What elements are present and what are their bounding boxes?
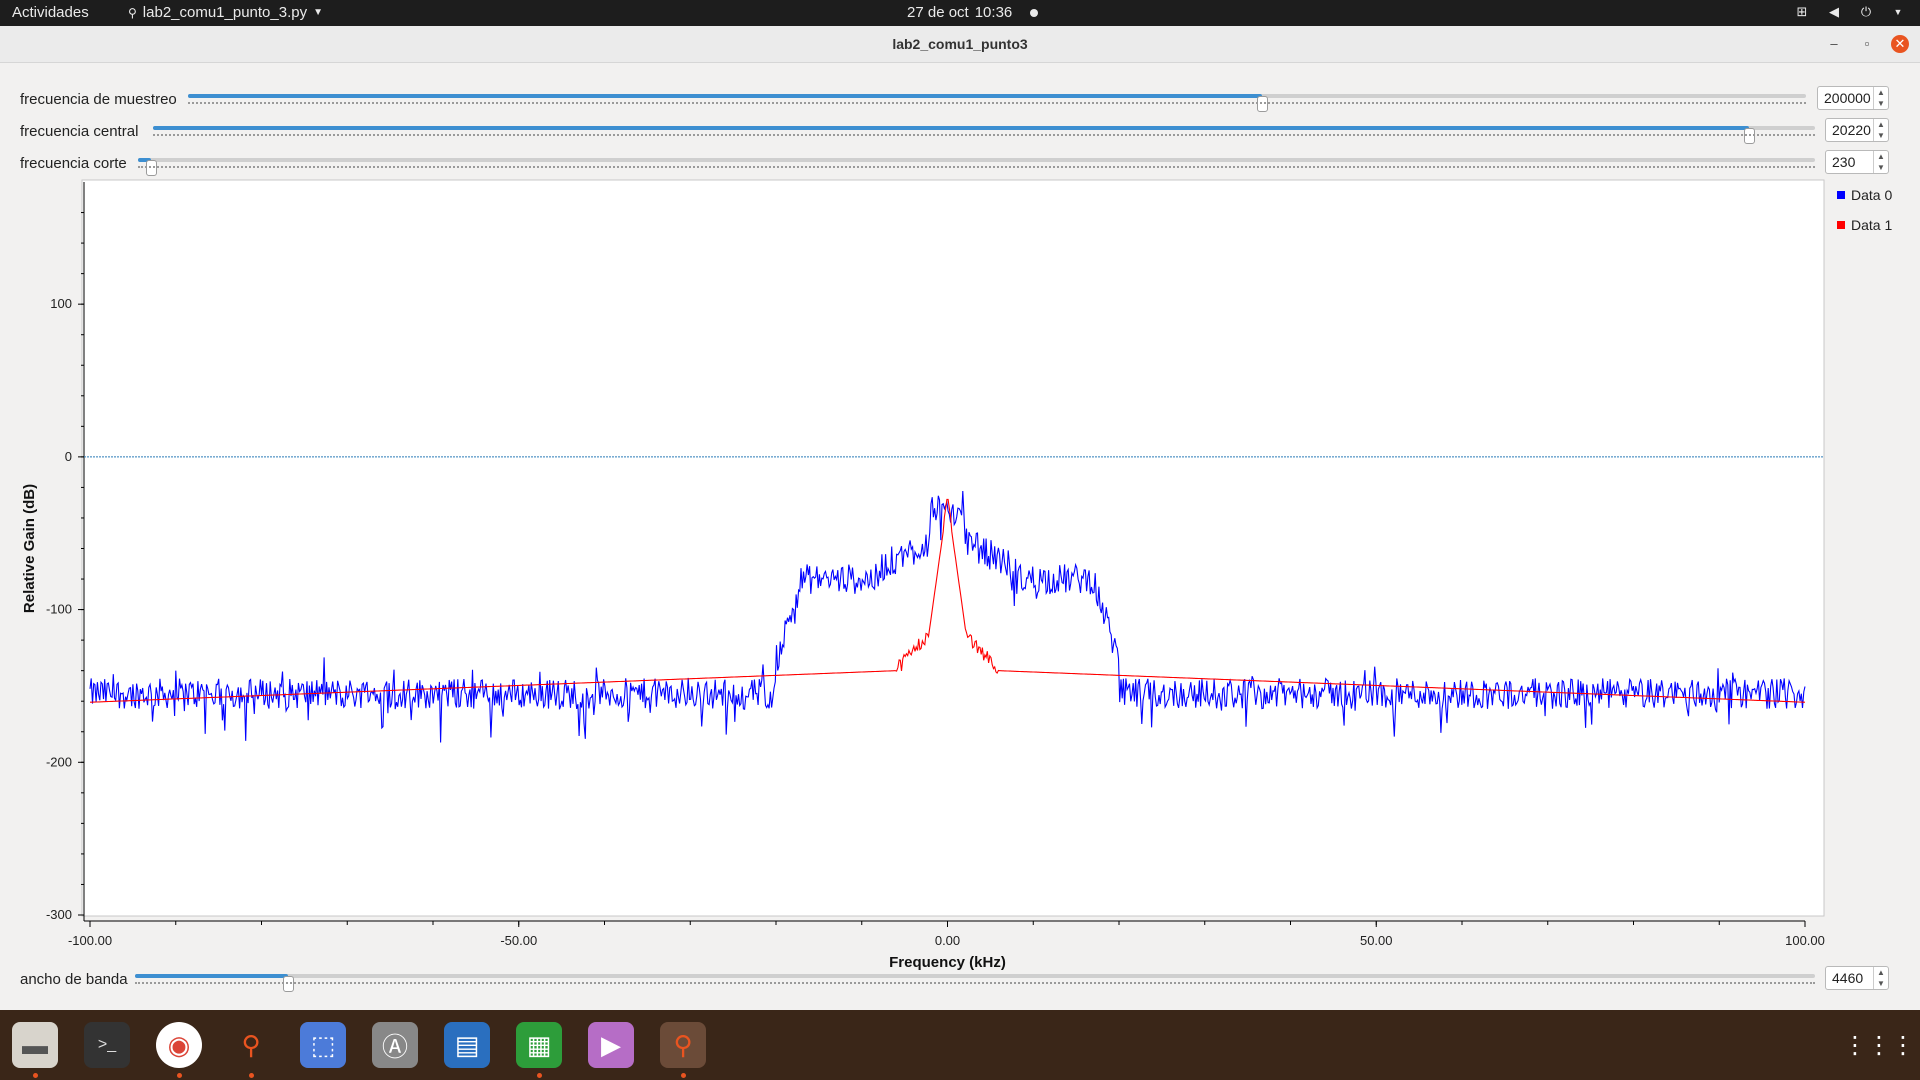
legend-item-0[interactable]: Data 0: [1833, 180, 1913, 210]
y-tick-label: 0: [65, 449, 72, 464]
running-indicator: [33, 1073, 38, 1078]
chevron-down-icon: ▼: [313, 7, 323, 18]
writer-icon[interactable]: ▤: [444, 1022, 490, 1068]
center-freq-label: frecuencia central: [20, 123, 139, 140]
spin-arrows-icon[interactable]: ▲ ▼: [1873, 87, 1888, 109]
center-freq-ticks: [153, 134, 1815, 138]
y-tick-label: -200: [46, 754, 72, 769]
cutoff-ticks: [138, 166, 1815, 170]
cutoff-slider-fill: [138, 158, 152, 162]
app-window: lab2_comu1_punto3 – ▫ ✕ frecuencia de mu…: [0, 26, 1920, 1010]
dock: ▬ >_ ◉ ⚲ ⬚ Ⓐ ▤ ▦ ▶ ⚲ ⋮⋮⋮: [0, 1010, 1920, 1080]
plot-background: [81, 179, 1825, 917]
video-icon[interactable]: ▶: [588, 1022, 634, 1068]
gnuradio-active-icon[interactable]: ⚲: [660, 1022, 706, 1068]
x-tick-label: -50.00: [500, 933, 537, 948]
clock[interactable]: 27 de oct 10:36: [907, 4, 1039, 21]
show-applications-icon[interactable]: ⋮⋮⋮: [1843, 1031, 1915, 1059]
center-freq-spinbox[interactable]: 20220 ▲ ▼: [1825, 118, 1889, 142]
system-tray[interactable]: ⊞ ◀ ⏻ ▼: [1794, 4, 1906, 20]
app-menu-label: lab2_comu1_punto_3.py: [142, 4, 308, 21]
activities-button[interactable]: Actividades: [12, 4, 89, 21]
sample-rate-value[interactable]: 200000: [1824, 90, 1871, 106]
x-tick-label: 100.00: [1785, 933, 1825, 948]
y-tick-label: -100: [46, 602, 72, 617]
running-indicator: [681, 1073, 686, 1078]
sample-rate-slider[interactable]: [188, 94, 1806, 112]
screenshot-icon[interactable]: ⬚: [300, 1022, 346, 1068]
spin-arrows-icon[interactable]: ▲ ▼: [1873, 119, 1888, 141]
running-indicator: [537, 1073, 542, 1078]
minimize-button[interactable]: –: [1830, 36, 1838, 51]
bandwidth-ticks: [135, 982, 1815, 986]
bandwidth-slider-handle[interactable]: [282, 976, 294, 992]
chrome-icon[interactable]: ◉: [156, 1022, 202, 1068]
y-axis-label: Relative Gain (dB): [21, 484, 38, 613]
time-text: 10:36: [974, 4, 1013, 21]
sample-rate-ticks: [188, 102, 1806, 106]
x-tick-label: 50.00: [1360, 933, 1393, 948]
cutoff-control: frecuencia corte 230 ▲ ▼: [0, 150, 1920, 176]
x-axis-label: Frequency (kHz): [889, 954, 1006, 971]
sample-rate-control: frecuencia de muestreo 200000 ▲ ▼: [0, 86, 1920, 112]
series-data-0-line: [89, 490, 1806, 743]
sample-rate-slider-fill: [188, 94, 1263, 98]
top-bar: Actividades ⚲ lab2_comu1_punto_3.py ▼ 27…: [0, 0, 1920, 26]
sample-rate-spinbox[interactable]: 200000 ▲ ▼: [1817, 86, 1889, 110]
center-freq-control: frecuencia central 20220 ▲ ▼: [0, 118, 1920, 144]
volume-icon: ◀: [1829, 4, 1839, 19]
sample-rate-label: frecuencia de muestreo: [20, 91, 177, 108]
title-bar: lab2_comu1_punto3 – ▫ ✕: [0, 26, 1920, 63]
legend-item-1[interactable]: Data 1: [1833, 210, 1913, 240]
cutoff-value[interactable]: 230: [1832, 154, 1856, 170]
running-indicator: [177, 1073, 182, 1078]
bandwidth-control: ancho de banda 4460 ▲ ▼: [0, 966, 1920, 992]
center-freq-value[interactable]: 20220: [1832, 122, 1871, 138]
center-freq-slider-handle[interactable]: [1743, 128, 1755, 144]
bandwidth-value[interactable]: 4460: [1832, 970, 1864, 986]
legend-label: Data 1: [1851, 217, 1893, 233]
app-menu[interactable]: ⚲ lab2_comu1_punto_3.py ▼: [128, 4, 323, 21]
spin-arrows-icon[interactable]: ▲ ▼: [1873, 967, 1888, 989]
software-center-icon[interactable]: Ⓐ: [372, 1022, 418, 1068]
center-freq-slider[interactable]: [153, 126, 1815, 144]
power-icon: ⏻: [1860, 4, 1872, 19]
network-icon: ⊞: [1796, 4, 1808, 19]
y-tick-label: 100: [50, 296, 72, 311]
center-freq-slider-fill: [153, 126, 1749, 130]
files-icon[interactable]: ▬: [12, 1022, 58, 1068]
legend-swatch: [1837, 221, 1845, 229]
gnuradio-small-icon: ⚲: [128, 5, 137, 20]
legend-swatch: [1837, 191, 1845, 199]
running-indicator: [249, 1073, 254, 1078]
maximize-button[interactable]: ▫: [1864, 36, 1870, 51]
x-tick-label: 0.00: [935, 933, 960, 948]
gnuradio-icon[interactable]: ⚲: [241, 1029, 261, 1060]
notification-dot-icon: [1030, 8, 1039, 17]
bandwidth-label: ancho de banda: [20, 971, 128, 988]
cutoff-slider[interactable]: [138, 158, 1815, 176]
legend: Data 0 Data 1: [1833, 180, 1913, 240]
terminal-icon[interactable]: >_: [84, 1022, 130, 1068]
sample-rate-slider-handle[interactable]: [1257, 96, 1269, 112]
calc-icon[interactable]: ▦: [516, 1022, 562, 1068]
frequency-plot[interactable]: 100 0 -100 -200 -300 -100.00 -50.00 0.00 50.00 10…: [0, 26, 1920, 986]
cutoff-spinbox[interactable]: 230 ▲ ▼: [1825, 150, 1889, 174]
close-button[interactable]: ✕: [1891, 35, 1909, 53]
spin-arrows-icon[interactable]: ▲ ▼: [1873, 151, 1888, 173]
series-data-1-line: [90, 498, 1805, 703]
x-tick-label: -100.00: [68, 933, 112, 948]
cutoff-label: frecuencia corte: [20, 155, 127, 172]
chevron-down-icon: ▼: [1893, 7, 1903, 17]
bandwidth-slider[interactable]: [135, 974, 1815, 992]
y-tick-label: -300: [46, 907, 72, 922]
bandwidth-slider-fill: [135, 974, 288, 978]
bandwidth-spinbox[interactable]: 4460 ▲ ▼: [1825, 966, 1889, 990]
window-title: lab2_comu1_punto3: [892, 36, 1028, 52]
legend-label: Data 0: [1851, 187, 1893, 203]
cutoff-slider-handle[interactable]: [146, 160, 158, 176]
date-text: 27 de oct: [907, 4, 969, 21]
